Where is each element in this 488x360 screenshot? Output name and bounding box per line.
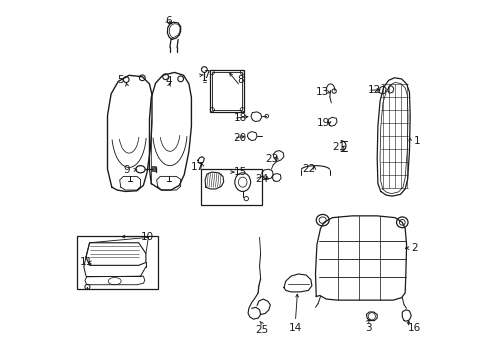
Text: 3: 3: [364, 323, 371, 333]
Text: 24: 24: [255, 174, 268, 184]
Text: 23: 23: [264, 154, 278, 164]
Bar: [210, 70, 244, 112]
Text: 25: 25: [255, 325, 268, 335]
Bar: [77, 236, 158, 289]
Text: 7: 7: [203, 70, 210, 80]
Text: 8: 8: [236, 75, 243, 85]
Text: 9: 9: [123, 165, 130, 175]
Text: 17: 17: [190, 162, 203, 172]
Text: 19: 19: [316, 118, 329, 128]
Text: 2: 2: [411, 243, 417, 253]
Text: 21: 21: [331, 142, 345, 152]
Bar: [212, 72, 242, 110]
Text: 5: 5: [117, 75, 124, 85]
Text: 18: 18: [233, 113, 246, 123]
Text: 4: 4: [165, 76, 171, 86]
Text: 12: 12: [367, 85, 380, 95]
Text: 22: 22: [302, 164, 315, 174]
Text: 1: 1: [412, 136, 419, 145]
Text: 15: 15: [233, 167, 246, 177]
Text: 10: 10: [141, 232, 154, 242]
Text: 14: 14: [288, 323, 302, 333]
Text: 6: 6: [165, 17, 171, 27]
Bar: [201, 169, 261, 205]
Text: 16: 16: [407, 323, 421, 333]
Text: 20: 20: [233, 133, 246, 143]
Text: 13: 13: [315, 87, 328, 97]
Text: 11: 11: [79, 257, 92, 267]
